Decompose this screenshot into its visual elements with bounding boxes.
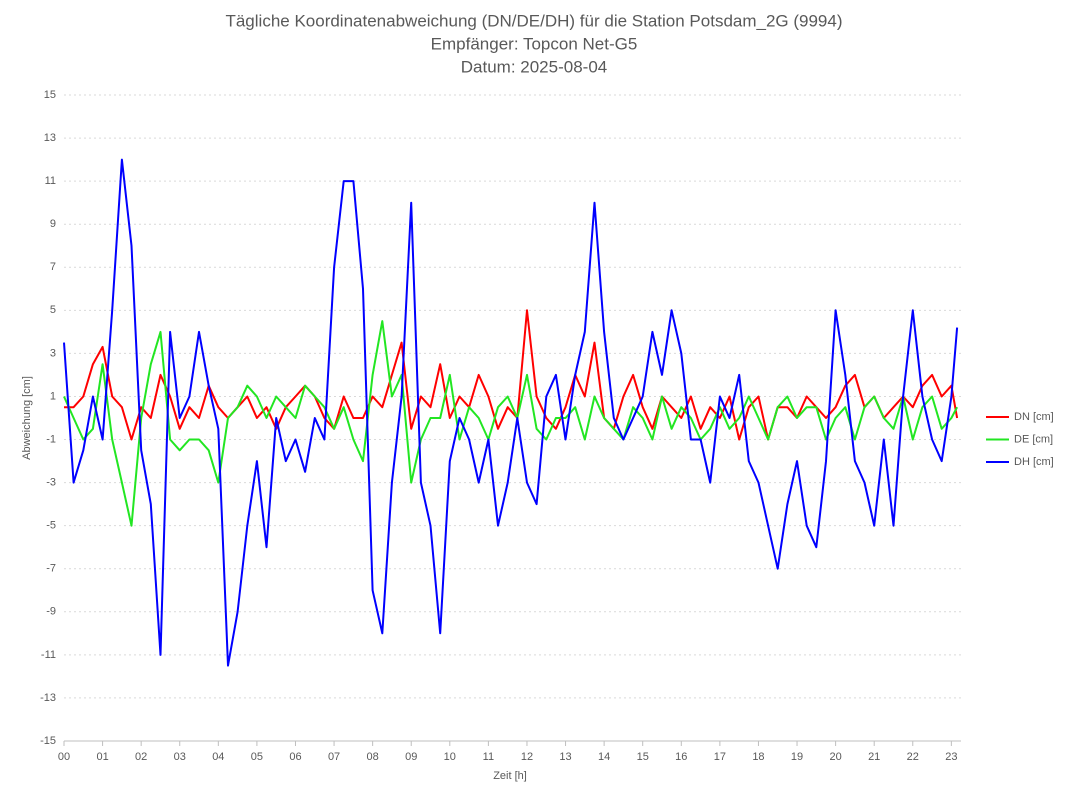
- legend-label: DE [cm]: [1014, 433, 1053, 445]
- x-tick-label: 17: [714, 751, 726, 763]
- y-tick-label: 7: [50, 261, 56, 273]
- legend-label: DH [cm]: [1014, 456, 1054, 468]
- y-tick-label: -15: [40, 735, 56, 747]
- chart-subtitle: Empfänger: Topcon Net-G5: [431, 34, 638, 53]
- data-line: [64, 309, 959, 441]
- y-tick-label: 1: [50, 390, 56, 402]
- x-tick-label: 03: [174, 751, 186, 763]
- x-tick-label: 12: [521, 751, 533, 763]
- x-axis-label: Zeit [h]: [493, 770, 527, 782]
- y-tick-label: 11: [45, 175, 56, 187]
- x-tick-label: 01: [96, 751, 108, 763]
- x-tick-label: 20: [829, 751, 841, 763]
- x-tick-label: 15: [637, 751, 649, 763]
- y-axis-label: Abweichung [cm]: [21, 376, 33, 460]
- x-tick-label: 04: [212, 751, 224, 763]
- x-tick-label: 02: [135, 751, 147, 763]
- x-tick-label: 00: [58, 751, 70, 763]
- y-tick-label: -7: [46, 563, 56, 575]
- y-tick-label: 3: [50, 347, 56, 359]
- y-tick-label: -11: [41, 649, 56, 661]
- y-tick-label: -5: [46, 520, 56, 532]
- x-tick-label: 11: [483, 751, 494, 763]
- y-tick-label: -3: [46, 477, 56, 489]
- x-tick-label: 22: [907, 751, 919, 763]
- x-tick-label: 06: [289, 751, 301, 763]
- x-tick-label: 10: [444, 751, 456, 763]
- x-tick-label: 23: [945, 751, 957, 763]
- x-tick-label: 19: [791, 751, 803, 763]
- x-tick-label: 09: [405, 751, 417, 763]
- chart-subtitle: Datum: 2025-08-04: [461, 57, 607, 76]
- x-tick-label: 18: [752, 751, 764, 763]
- y-tick-label: 15: [44, 89, 56, 101]
- y-tick-label: -9: [46, 606, 56, 618]
- legend-label: DN [cm]: [1014, 411, 1054, 423]
- data-line: [63, 158, 959, 667]
- x-tick-label: 07: [328, 751, 340, 763]
- data-line: [63, 320, 958, 527]
- x-tick-label: 14: [598, 751, 610, 763]
- y-tick-label: 9: [50, 218, 56, 230]
- x-tick-label: 05: [251, 751, 263, 763]
- chart-title: Tägliche Koordinatenabweichung (DN/DE/DH…: [225, 11, 842, 30]
- y-tick-label: -1: [46, 433, 56, 445]
- y-tick-label: 13: [44, 132, 56, 144]
- x-tick-label: 21: [868, 751, 880, 763]
- x-tick-label: 08: [367, 751, 379, 763]
- x-tick-label: 16: [675, 751, 687, 763]
- y-tick-label: -13: [40, 692, 56, 704]
- x-tick-label: 13: [559, 751, 571, 763]
- y-tick-label: 5: [50, 304, 56, 316]
